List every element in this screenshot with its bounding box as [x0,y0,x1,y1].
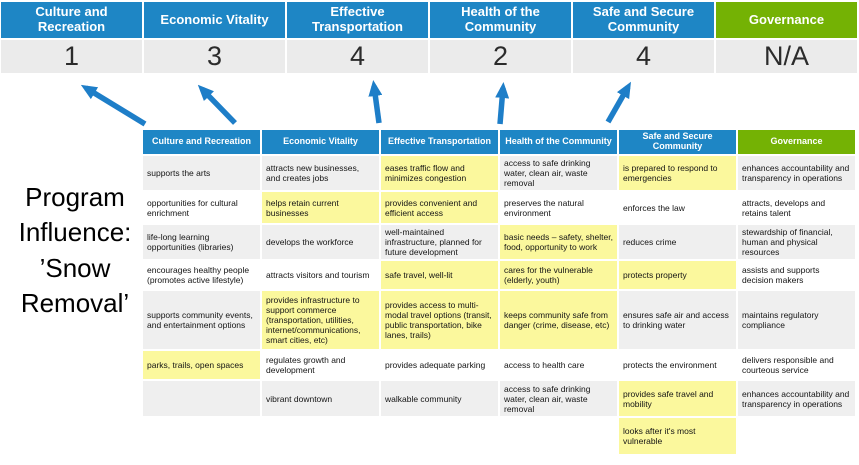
matrix-row-8: looks after it's most vulnerable [143,418,857,457]
matrix-row-2: opportunities for cultural enrichment hel… [143,192,857,226]
band-column-economic-vitality: Economic Vitality 3 [144,2,285,73]
matrix-cell-attracts-visitors-and-tourism: attracts visitors and tourism [262,261,381,292]
matrix-cell-life-long-learning-opportunities: life-long learning opportunities (librar… [143,225,262,262]
matrix-cell-maintains-regulatory-compliance: maintains regulatory compliance [738,291,857,352]
band-column-effective-transportation: Effective Transportation 4 [287,2,428,73]
matrix-cell-assists-and-supports-decision: assists and supports decision makers [738,261,857,292]
band-column-health-of-the-community: Health of the Community 2 [430,2,571,73]
matrix-cell-preserves-the-natural-environment: preserves the natural environment [500,192,619,226]
band-score-health-of-the-community: 2 [430,40,571,73]
program-influence-label: Program Influence: ’Snow Removal’ [18,182,132,319]
matrix-cell-provides-infrastructure-to-support: provides infrastructure to support comme… [262,291,381,352]
matrix-cell-supports-the-arts: supports the arts [143,156,262,193]
matrix-cell-regulates-growth-and-development: regulates growth and development [262,351,381,382]
band-score-culture-and-recreation: 1 [1,40,142,73]
matrix-cell-vibrant-downtown: vibrant downtown [262,381,381,419]
matrix-cell-reduces-crime: reduces crime [619,225,738,262]
matrix-header-effective-transportation: Effective Transportation [381,130,500,156]
matrix-cell-well-maintained-infrastructure-planned: well-maintained infrastructure, planned … [381,225,500,262]
influence-matrix: Culture and Recreation Economic Vitality E… [143,130,857,457]
influence-arrows [80,80,631,127]
matrix-row-3: life-long learning opportunities (librar… [143,225,857,262]
matrix-header-row: Culture and Recreation Economic Vitality E… [143,130,857,156]
matrix-cell-access-to-health-care: access to health care [500,351,619,382]
matrix-cell-access-to-safe-drinking: access to safe drinking water, clean air… [500,156,619,193]
matrix-cell-provides-safe-travel-and: provides safe travel and mobility [619,381,738,419]
matrix-cell-develops-the-workforce: develops the workforce [262,225,381,262]
matrix-cell-protects-the-environment: protects the environment [619,351,738,382]
band-score-safe-and-secure-community: 4 [573,40,714,73]
matrix-cell-safe-travel-well-lit: safe travel, well-lit [381,261,500,292]
matrix-cell-empty [381,418,500,457]
matrix-cell-provides-adequate-parking: provides adequate parking [381,351,500,382]
band-column-culture-and-recreation: Culture and Recreation 1 [1,2,142,73]
band-header-health-of-the-community: Health of the Community [430,2,571,38]
matrix-cell-helps-retain-current-businesses: helps retain current businesses [262,192,381,226]
matrix-cell-stewardship-of-financial-human: stewardship of financial, human and phys… [738,225,857,262]
matrix-cell-supports-community-events-and: supports community events, and entertain… [143,291,262,352]
matrix-cell-walkable-community: walkable community [381,381,500,419]
matrix-cell-delivers-responsible-and-courteous: delivers responsible and courteous servi… [738,351,857,382]
band-score-governance: N/A [716,40,857,73]
matrix-header-health-of-the-community: Health of the Community [500,130,619,156]
matrix-cell-empty [262,418,381,457]
matrix-row-5: supports community events, and entertain… [143,291,857,352]
matrix-cell-cares-for-the-vulnerable: cares for the vulnerable (elderly, youth… [500,261,619,292]
band-header-safe-and-secure-community: Safe and Secure Community [573,2,714,38]
matrix-header-governance: Governance [738,130,857,156]
band-header-culture-and-recreation: Culture and Recreation [1,2,142,38]
matrix-cell-enforces-the-law: enforces the law [619,192,738,226]
band-header-economic-vitality: Economic Vitality [144,2,285,38]
matrix-row-7: vibrant downtown walkable community access… [143,381,857,419]
band-header-effective-transportation: Effective Transportation [287,2,428,38]
matrix-row-4: encourages healthy people (promotes acti… [143,261,857,292]
matrix-cell-provides-convenient-and-efficient: provides convenient and efficient access [381,192,500,226]
matrix-cell-empty [738,418,857,457]
matrix-cell-looks-after-it-s: looks after it's most vulnerable [619,418,738,457]
matrix-row-6: parks, trails, open spaces regulates grow… [143,351,857,382]
matrix-cell-attracts-new-businesses-and: attracts new businesses, and creates job… [262,156,381,193]
influence-arrow-effective-transport-icon [368,80,383,124]
matrix-cell-is-prepared-to-respond: is prepared to respond to emergencies [619,156,738,193]
matrix-cell-protects-property: protects property [619,261,738,292]
matrix-cell-empty [500,418,619,457]
influence-arrow-health-community-icon [495,82,510,125]
matrix-cell-encourages-healthy-people-promotes: encourages healthy people (promotes acti… [143,261,262,292]
band-header-governance: Governance [716,2,857,38]
matrix-cell-empty [143,418,262,457]
matrix-header-culture-and-recreation: Culture and Recreation [143,130,262,156]
matrix-cell-basic-needs-safety-shelter: basic needs – safety, shelter, food, opp… [500,225,619,262]
band-column-governance: Governance N/A [716,2,857,73]
influence-arrow-economic-vitality-icon [197,84,237,125]
influence-arrow-culture-recreation-icon [80,84,147,127]
matrix-cell-attracts-develops-and-retains: attracts, develops and retains talent [738,192,857,226]
matrix-cell-enhances-accountability-and-transparency: enhances accountability and transparency… [738,156,857,193]
influence-arrow-safe-secure-icon [605,81,631,124]
band-score-effective-transportation: 4 [287,40,428,73]
band-score-economic-vitality: 3 [144,40,285,73]
matrix-cell-enhances-accountability-and-transparency: enhances accountability and transparency… [738,381,857,419]
matrix-cell-opportunities-for-cultural-enrichment: opportunities for cultural enrichment [143,192,262,226]
matrix-cell-keeps-community-safe-from: keeps community safe from danger (crime,… [500,291,619,352]
matrix-cell-parks-trails-open-spaces: parks, trails, open spaces [143,351,262,382]
matrix-header-economic-vitality: Economic Vitality [262,130,381,156]
matrix-row-1: supports the arts attracts new businesses… [143,156,857,193]
priority-summary-band: Culture and Recreation 1 Economic Vitality… [1,2,857,73]
matrix-header-safe-and-secure-community: Safe and Secure Community [619,130,738,156]
matrix-cell-ensures-safe-air-and: ensures safe air and access to drinking … [619,291,738,352]
band-column-safe-and-secure-community: Safe and Secure Community 4 [573,2,714,73]
matrix-cell-empty [143,381,262,419]
matrix-cell-access-to-safe-drinking: access to safe drinking water, clean air… [500,381,619,419]
matrix-cell-eases-traffic-flow-and: eases traffic flow and minimizes congest… [381,156,500,193]
matrix-cell-provides-access-to-multi: provides access to multi-modal travel op… [381,291,500,352]
